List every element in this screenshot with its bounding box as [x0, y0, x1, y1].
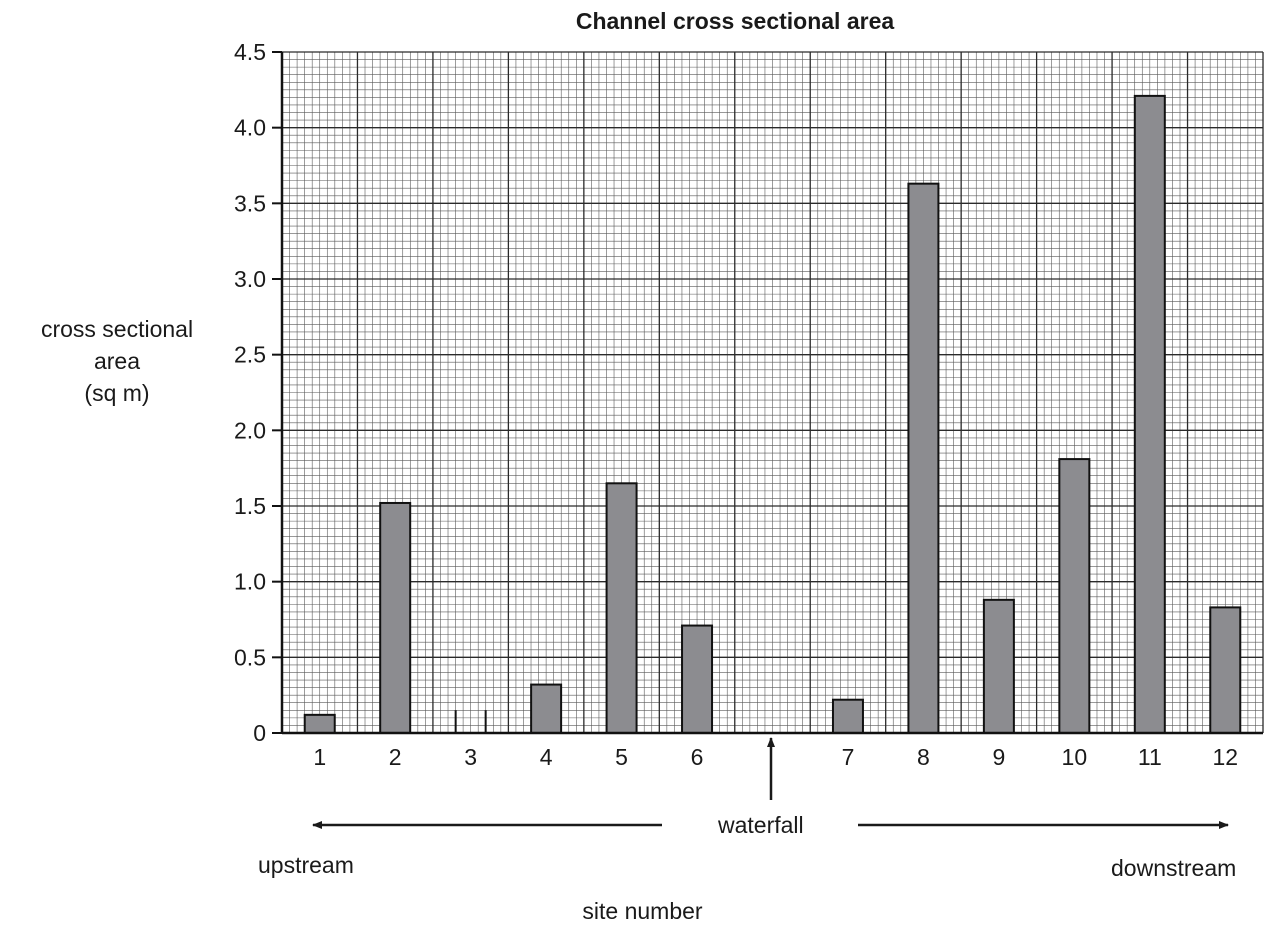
major-gridlines	[281, 51, 1264, 734]
y-axis-label-line-3: (sq m)	[84, 380, 150, 406]
x-tick-label-9: 9	[992, 744, 1005, 770]
axes	[272, 51, 1263, 735]
x-tick-label-1: 1	[313, 744, 326, 770]
x-tick-label-12: 12	[1212, 744, 1238, 770]
y-tick-label: 0.5	[234, 644, 266, 670]
y-axis-label-line-2: area	[93, 348, 141, 374]
y-tick-label: 0	[253, 720, 266, 746]
y-tick-label: 3.0	[234, 266, 266, 292]
y-tick-label: 3.5	[234, 190, 266, 216]
x-tick-label-4: 4	[540, 744, 553, 770]
y-tick-label: 2.5	[234, 342, 266, 368]
y-tick-label: 2.0	[234, 417, 266, 443]
x-tick-label-2: 2	[389, 744, 402, 770]
x-tick-label-8: 8	[917, 744, 930, 770]
bar-site-4	[530, 683, 563, 734]
bar-site-6	[681, 624, 714, 735]
x-tick-label-5: 5	[615, 744, 628, 770]
bars	[303, 94, 1242, 735]
y-axis-label: cross sectional area (sq m)	[0, 313, 234, 409]
bar-site-2	[379, 501, 412, 734]
y-axis-label-line-1: cross sectional	[40, 316, 194, 342]
x-tick-label-3: 3	[464, 744, 477, 770]
x-tick-label-7: 7	[842, 744, 855, 770]
bar-site-1	[303, 713, 336, 735]
bar-site-8	[907, 182, 940, 735]
downstream-label: downstream	[1111, 855, 1237, 881]
waterfall-label: waterfall	[718, 812, 804, 838]
bar-site-5	[605, 482, 638, 734]
x-tick-label-11: 11	[1138, 744, 1162, 770]
y-tick-label: 1.5	[234, 493, 266, 519]
minor-gridlines	[282, 52, 1263, 733]
x-axis-label: site number	[582, 898, 703, 924]
y-tick-label: 4.0	[234, 115, 266, 141]
x-tick-labels: 1 2 3 4 5 6 7 8 9 10 11 12	[313, 744, 1238, 770]
chart-title: Channel cross sectional area	[575, 8, 895, 34]
bar-site-9	[982, 598, 1015, 734]
bar-site-10	[1058, 458, 1091, 734]
y-tick-label: 4.5	[234, 39, 266, 65]
upstream-label: upstream	[258, 852, 354, 878]
bar-site-11	[1133, 94, 1166, 735]
x-tick-label-6: 6	[691, 744, 704, 770]
y-tick-labels: 0 0.5 1.0 1.5 2.0 2.5 3.0 3.5 4.0 4.5	[234, 39, 266, 746]
x-tick-label-10: 10	[1062, 744, 1088, 770]
bar-site-12	[1209, 606, 1242, 734]
bar-site-7	[831, 698, 864, 734]
y-tick-label: 1.0	[234, 569, 266, 595]
